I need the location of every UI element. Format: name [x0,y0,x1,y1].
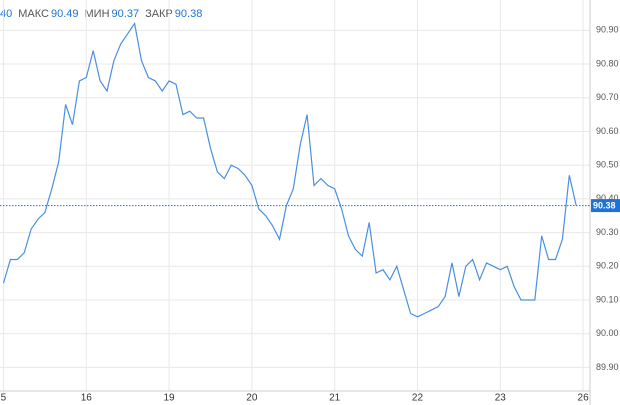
stat-label: МИН [85,8,110,20]
y-tick-label: 90.40 [596,193,619,203]
y-tick-label: 90.00 [596,328,619,338]
x-tick-label: 5 [1,393,7,404]
x-tick-label: 20 [246,393,258,404]
y-tick-label: 90.90 [596,25,619,35]
y-tick-label: 89.90 [596,362,619,372]
x-tick-label: 23 [495,393,507,404]
stat-value: 90.49 [51,8,79,20]
y-tick-label: 90.10 [596,294,619,304]
x-tick-label: 26 [578,393,590,404]
stat-value: 40 [0,8,12,20]
y-tick-label: 90.50 [596,160,619,170]
stat-label: ЗАКР [145,8,173,20]
last-price-label: 90.38 [593,200,616,210]
price-line [2,22,577,318]
x-tick-label: 19 [164,393,176,404]
last-price-box [591,199,620,213]
stats-bar: 40 МАКС 90.49 МИН 90.37 ЗАКР 90.38 [0,8,202,20]
x-tick-label: 21 [329,393,341,404]
y-tick-label: 90.60 [596,126,619,136]
stat-value: 90.37 [112,8,140,20]
stat-value: 90.38 [175,8,203,20]
stat-label: МАКС [18,8,49,20]
y-tick-label: 90.30 [596,227,619,237]
y-tick-label: 90.70 [596,92,619,102]
y-tick-label: 90.20 [596,261,619,271]
x-tick-label: 22 [412,393,424,404]
y-tick-label: 90.80 [596,58,619,68]
x-tick-label: 16 [81,393,93,404]
